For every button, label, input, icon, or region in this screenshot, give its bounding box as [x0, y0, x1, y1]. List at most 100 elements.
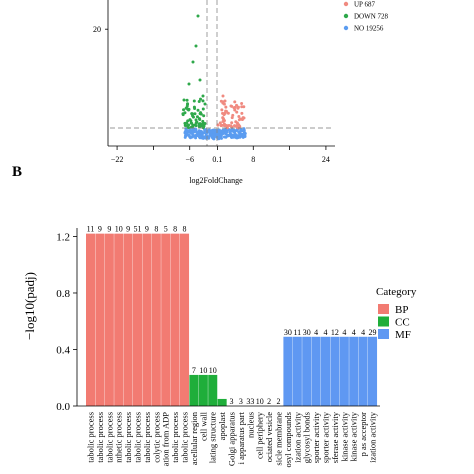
volcano-point-down: [203, 122, 207, 126]
bar-category-label: lating structure: [208, 412, 218, 463]
volcano-point-up: [218, 121, 222, 125]
volcano-point-no: [191, 130, 195, 134]
volcano-point-down: [194, 124, 198, 128]
bar-value-label: 9: [107, 225, 111, 234]
volcano-point-no: [207, 135, 211, 139]
volcano-point-up: [223, 99, 227, 103]
volcano-point-up: [226, 111, 230, 115]
volcano-x-tick-label: −22: [111, 155, 124, 164]
bar-bp: [86, 233, 96, 406]
bar-mf: [368, 336, 378, 406]
bar-value-label: 33: [246, 397, 254, 406]
volcano-x-tick-label: 24: [322, 155, 330, 164]
bar-category-label: sporter activity: [321, 411, 331, 463]
bar-y-axis-title: −log10(padj): [22, 272, 37, 340]
bar-y-ticks: 0.0 0.4 0.8 1.2: [56, 231, 77, 413]
bar-value-label: 4: [352, 328, 356, 337]
volcano-point-down: [192, 105, 196, 109]
bar-value-label: 4: [324, 328, 328, 337]
volcano-point-down: [191, 114, 195, 118]
bar-value-label: 11: [87, 225, 95, 234]
bar-category-label: tabolic process: [104, 412, 114, 463]
volcano-point-down: [197, 100, 201, 104]
volcano-point-no: [242, 129, 246, 133]
volcano-panel: 20 −22 −6 0.1 8 24 log2FoldChange UP 687 DOWN…: [93, 0, 389, 185]
volcano-point-down: [201, 99, 205, 103]
volcano-point-up: [220, 108, 224, 112]
bar-value-label: 8: [154, 225, 158, 234]
volcano-point-up: [221, 94, 225, 98]
volcano-point-no: [218, 130, 222, 134]
bar-mf: [311, 336, 321, 406]
volcano-x-ticks: −22 −6 0.1 8 24: [111, 146, 330, 164]
volcano-point-no: [197, 129, 201, 133]
volcano-plot-area: [108, 0, 335, 146]
volcano-x-axis-title: log2FoldChange: [189, 176, 243, 185]
volcano-point-down: [202, 114, 206, 118]
bar-value-label: 3: [239, 397, 243, 406]
volcano-point-no: [221, 129, 225, 133]
bar-category-label: sicle membrane: [274, 412, 284, 466]
bar-value-label: 2: [267, 397, 271, 406]
volcano-point-up: [222, 102, 226, 106]
bar-legend-title: Category: [376, 286, 417, 298]
volcano-point-down: [190, 121, 194, 125]
bar-category-label: p as acceptor: [358, 412, 368, 457]
bar-legend-label: BP: [395, 304, 408, 316]
volcano-point-no: [238, 133, 242, 137]
bar-bp: [133, 233, 143, 406]
bar-category-label: tabolic process: [133, 412, 143, 463]
bar-category-label: colytic process: [151, 412, 161, 463]
volcano-legend-marker: [343, 1, 349, 7]
bar-mf: [339, 336, 349, 406]
volcano-point-no: [210, 134, 214, 138]
bar-y-tick-label: 0.4: [56, 344, 70, 356]
bar-category-label: Golgi apparatus: [227, 412, 237, 466]
bar-category-label: cell wall: [198, 411, 208, 441]
volcano-point-down: [194, 121, 198, 125]
volcano-legend-label: DOWN 728: [354, 13, 389, 21]
volcano-point-down: [196, 14, 200, 18]
bar-legend-swatch: [378, 304, 389, 314]
volcano-point-down: [186, 107, 190, 111]
volcano-y-tick-label: 20: [93, 25, 101, 34]
volcano-point-down: [201, 107, 205, 111]
bar-value-label: 9: [126, 225, 130, 234]
volcano-point-down: [187, 123, 191, 127]
volcano-point-up: [232, 106, 236, 110]
volcano-point-up: [229, 104, 233, 108]
bar-category-label: tabolic process: [142, 412, 152, 463]
volcano-point-up: [240, 111, 244, 115]
volcano-point-no: [212, 130, 216, 134]
volcano-point-no: [243, 135, 247, 139]
volcano-point-no: [233, 134, 237, 138]
go-bar-panel: −log10(padj) 0.00.40.81.2 11 9 9 10 9 51 9 8 5 8 8…: [22, 225, 417, 468]
bar-value-label: 30: [284, 328, 292, 337]
bar-category-label: ation from ADP: [161, 412, 171, 467]
bar-category-labels: tabolic process tabolic process tabolic pr…: [86, 411, 378, 467]
volcano-point-no: [202, 136, 206, 140]
bar-value-label: 4: [361, 328, 365, 337]
volcano-point-up: [230, 116, 234, 120]
bar-legend-label: CC: [395, 317, 410, 329]
panel-b-letter: B: [12, 164, 22, 180]
bar-legend-label: MF: [395, 329, 411, 341]
bar-cc: [217, 398, 227, 406]
volcano-point-no: [227, 134, 231, 138]
volcano-point-up: [221, 116, 225, 120]
bar-value-label: 10: [115, 225, 123, 234]
bar-value-label: 29: [369, 328, 377, 337]
volcano-point-no: [238, 135, 242, 139]
volcano-point-no: [218, 135, 222, 139]
volcano-point-down: [186, 102, 190, 106]
bar-category-label: ization activity: [292, 411, 302, 462]
volcano-legend-marker: [343, 25, 349, 31]
bar-category-label: osyl compounds: [283, 412, 293, 468]
volcano-y-ticks: 20: [93, 25, 108, 34]
volcano-point-down: [187, 82, 191, 86]
volcano-point-no: [207, 130, 211, 134]
volcano-x-tick-label: 8: [251, 155, 255, 164]
volcano-points: [181, 14, 247, 141]
volcano-point-no: [222, 131, 226, 135]
